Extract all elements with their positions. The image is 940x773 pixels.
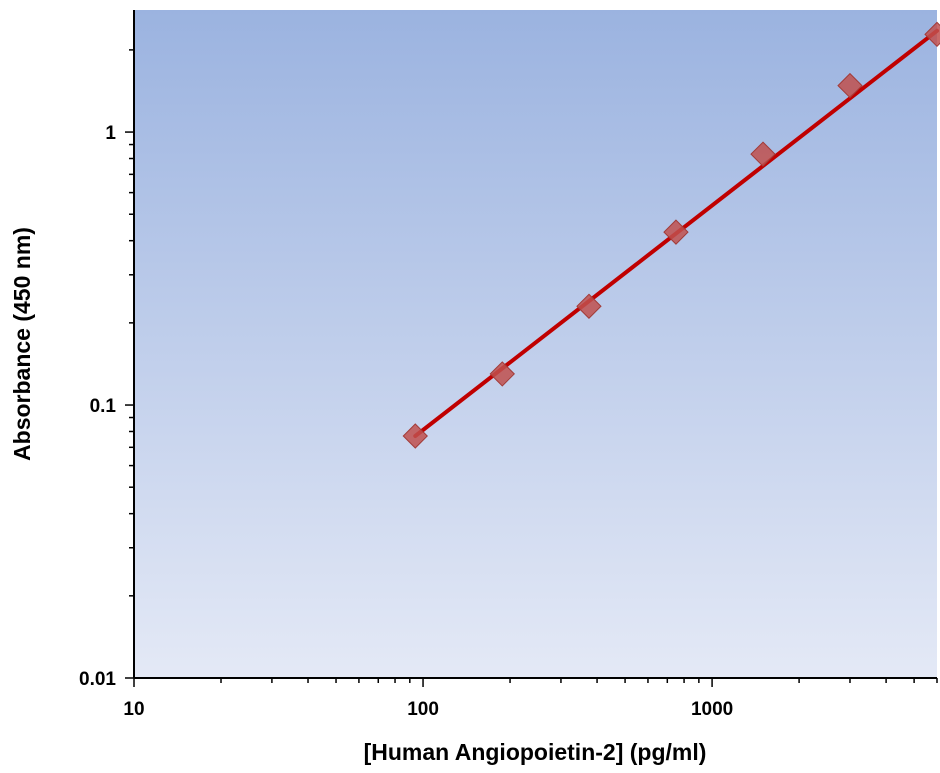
data-point [924,21,940,48]
x-tick-label: 1000 [691,699,733,720]
y-tick-label: 1 [105,123,116,144]
y-tick-label: 0.1 [90,396,117,417]
data-point [489,361,515,387]
x-tick-label: 100 [407,699,439,720]
y-tick-label: 0.01 [79,669,116,690]
x-axis-title: [Human Angiopoietin-2] (pg/ml) [364,739,707,765]
data-point [576,293,602,319]
marker-layer [402,21,940,449]
y-axis: 0.01 0.1 1 [79,10,135,690]
data-point [837,72,863,99]
data-point [402,423,428,449]
x-tick-label: 10 [123,699,144,720]
y-axis-title: Absorbance (450 nm) [9,227,35,461]
x-axis: 10 100 1000 [123,677,938,720]
data-point [663,219,689,245]
data-point [750,141,776,167]
